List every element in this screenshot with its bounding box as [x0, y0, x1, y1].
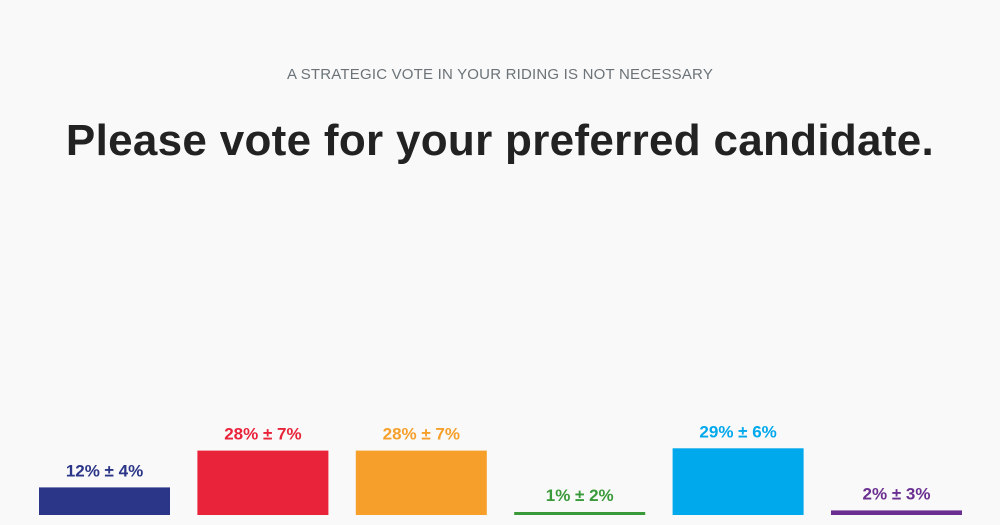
bar-6: [831, 510, 962, 515]
bar-4: [514, 512, 646, 515]
bar-3: [355, 450, 487, 515]
bar-6-label: 2% ± 3%: [863, 484, 931, 503]
bar-1: [39, 487, 170, 515]
bar-5: [672, 448, 804, 515]
bar-1-label: 12% ± 4%: [66, 461, 143, 480]
bar-2: [197, 450, 329, 515]
bar-4-label: 1% ± 2%: [546, 486, 614, 505]
bar-5-label: 29% ± 6%: [699, 422, 776, 441]
headline: Please vote for your preferred candidate…: [65, 116, 935, 165]
kicker-text: A STRATEGIC VOTE IN YOUR RIDING IS NOT N…: [286, 66, 714, 83]
bar-3-label: 28% ± 7%: [383, 425, 460, 444]
bar-2-label: 28% ± 7%: [224, 425, 301, 444]
